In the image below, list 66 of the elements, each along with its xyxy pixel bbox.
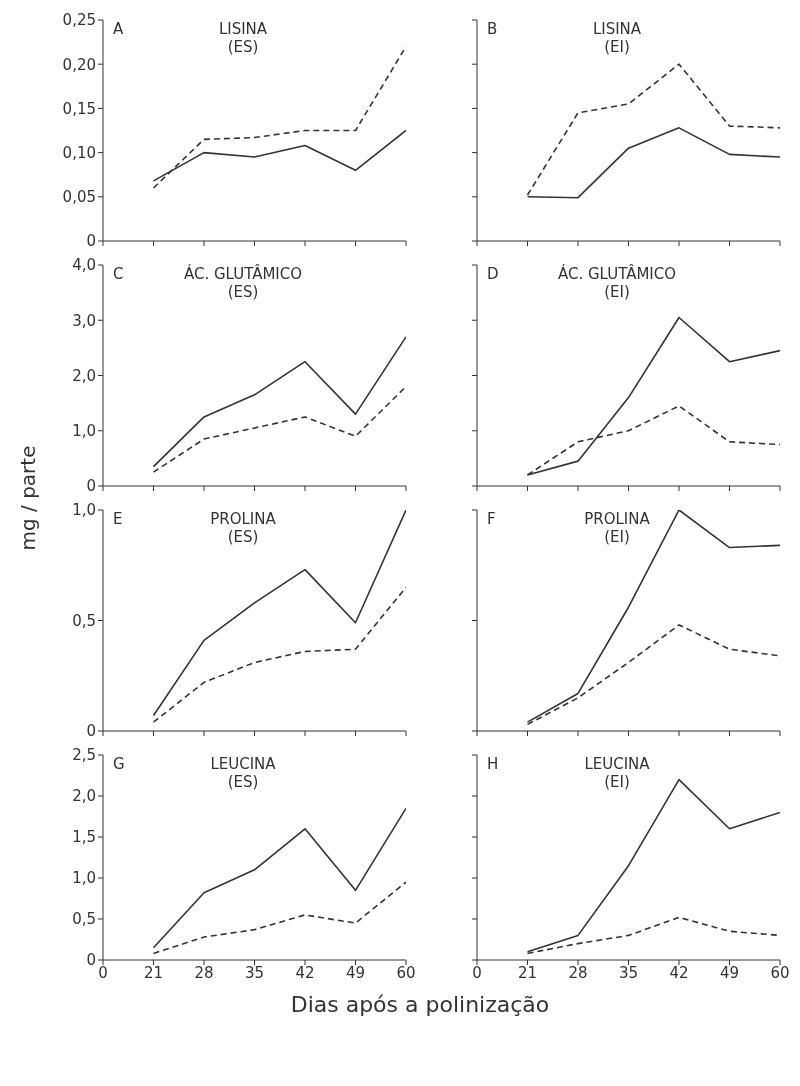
y-tick-label: 0 <box>86 722 96 741</box>
chart-title: LEUCINA <box>583 755 651 773</box>
line-series <box>152 807 406 949</box>
y-tick-label: 2,0 <box>72 787 96 806</box>
y-tick-label: 0 <box>86 951 96 970</box>
chart-title: PROLINA <box>209 510 277 528</box>
line-series <box>152 510 406 717</box>
chart-title: PROLINA <box>583 510 651 528</box>
annotation: C <box>113 265 124 283</box>
chart-title: LISINA <box>217 20 269 38</box>
line-series <box>152 385 406 473</box>
y-tick-label: 0,05 <box>62 188 96 207</box>
annotation: A <box>113 20 124 38</box>
y-tick-label: 1,5 <box>72 828 96 847</box>
y-tick-label: 0,5 <box>72 611 96 630</box>
x-tick-label: 21 <box>517 963 538 982</box>
annotation: D <box>487 265 499 283</box>
text: (ES) <box>226 38 260 56</box>
y-tick-label: 3,0 <box>72 311 96 330</box>
y-tick-label: 0,10 <box>62 143 96 162</box>
y-tick-label: 0 <box>86 477 96 496</box>
y-tick-label: 1,0 <box>72 422 96 441</box>
x-axis-title: Dias após a polinização <box>289 992 551 1017</box>
x-tick-label: 0 <box>98 963 108 982</box>
y-tick-label: 0,15 <box>62 99 96 118</box>
x-tick-label: 42 <box>295 963 315 982</box>
x-tick-label: 35 <box>244 963 265 982</box>
y-tick-label: 0,5 <box>72 910 96 929</box>
x-tick-label: 49 <box>719 963 740 982</box>
chart-title: LISINA <box>591 20 643 38</box>
x-tick-label: 60 <box>396 963 416 982</box>
x-tick-label: 0 <box>472 963 482 982</box>
text: (EI) <box>603 773 631 791</box>
x-tick-label: 28 <box>194 963 214 982</box>
chart-title: ÁC. GLUTÂMICO <box>556 265 678 283</box>
annotation: F <box>487 510 496 528</box>
text: (ES) <box>226 773 260 791</box>
line-series <box>152 336 406 468</box>
y-tick-label: 0 <box>86 232 96 251</box>
text: (EI) <box>603 528 631 546</box>
annotation: G <box>113 755 125 773</box>
x-tick-label: 28 <box>568 963 588 982</box>
y-tick-label: 2,5 <box>72 746 96 765</box>
y-tick-label: 0,20 <box>62 55 96 74</box>
line-series <box>152 881 406 955</box>
text: (ES) <box>226 283 260 301</box>
y-tick-label: 1,0 <box>72 501 96 520</box>
y-tick-label: 4,0 <box>72 256 96 275</box>
annotation: E <box>113 510 123 528</box>
y-tick-label: 2,0 <box>72 366 96 385</box>
y-tick-label: 0,25 <box>62 11 96 30</box>
annotation: B <box>487 20 498 38</box>
line-series <box>152 586 406 723</box>
x-tick-label: 49 <box>345 963 366 982</box>
chart-title: LEUCINA <box>209 755 277 773</box>
chart-title: ÁC. GLUTÂMICO <box>182 265 304 283</box>
text: (EI) <box>603 283 631 301</box>
x-tick-label: 35 <box>618 963 639 982</box>
x-tick-label: 60 <box>770 963 790 982</box>
x-tick-label: 21 <box>143 963 164 982</box>
y-axis-title: mg / parte <box>16 445 40 551</box>
y-tick-label: 1,0 <box>72 869 96 888</box>
x-tick-label: 42 <box>669 963 689 982</box>
annotation: H <box>487 755 499 773</box>
text: (EI) <box>603 38 631 56</box>
text: (ES) <box>226 528 260 546</box>
